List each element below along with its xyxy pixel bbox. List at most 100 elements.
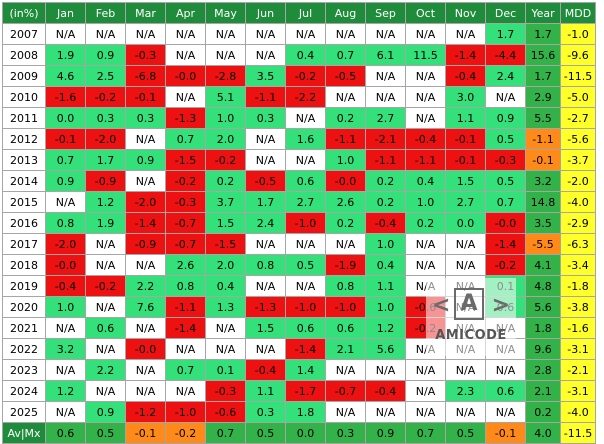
table-cell: -1.3 — [165, 107, 206, 129]
table-cell: -2.0 — [125, 191, 166, 213]
table-cell: 1.8 — [285, 401, 326, 423]
corner-header: (in%) — [2, 2, 46, 24]
table-cell: N/A — [405, 23, 446, 45]
table-cell: 14.8 — [525, 191, 561, 213]
table-cell: N/A — [245, 233, 286, 255]
table-cell: 0.7 — [45, 149, 86, 171]
table-cell: N/A — [205, 44, 246, 66]
table-row: 2008 1.9 0.9 -0.3 N/A N/A N/A 0.4 0.7 6.1 11.5 -1.4… — [2, 44, 596, 66]
table-cell: -0.2 — [205, 149, 246, 171]
table-cell: 0.0 — [45, 107, 86, 129]
table-cell: 2.7 — [445, 191, 486, 213]
table-cell: 0.5 — [485, 128, 526, 150]
table-cell: N/A — [325, 23, 366, 45]
table-cell: 2.6 — [325, 191, 366, 213]
table-cell: N/A — [125, 254, 166, 276]
table-cell: -0.6 — [405, 296, 446, 318]
table-cell: 1.7 — [245, 191, 286, 213]
row-label: 2020 — [2, 296, 46, 318]
table-cell: 0.9 — [85, 44, 126, 66]
table-cell: -1.2 — [125, 401, 166, 423]
row-label: 2011 — [2, 107, 46, 129]
table-cell: N/A — [445, 275, 486, 297]
table-cell: 0.6 — [285, 170, 326, 192]
table-cell: -1.4 — [285, 338, 326, 360]
table-cell: N/A — [85, 23, 126, 45]
table-cell: -0.1 — [525, 149, 561, 171]
table-cell: 2.5 — [85, 65, 126, 87]
table-cell: -2.8 — [205, 65, 246, 87]
table-cell: 0.2 — [365, 170, 406, 192]
table-row: 2025 N/A 0.9 -1.2 -1.0 -0.6 0.3 1.8 N/A N/A N/A N/A… — [2, 401, 596, 423]
table-cell: 0.7 — [205, 422, 246, 444]
table-cell: 0.6 — [485, 380, 526, 402]
table-cell: -0.4 — [405, 128, 446, 150]
table-cell: N/A — [125, 359, 166, 381]
table-row: 2012 -0.1 -2.0 N/A 0.7 2.0 N/A 1.6 -1.1 -2.1 -0.4-… — [2, 128, 596, 150]
table-cell: 1.0 — [405, 191, 446, 213]
column-header-oct: Oct — [405, 2, 446, 24]
table-cell: 0.0 — [285, 422, 326, 444]
table-cell: N/A — [45, 359, 86, 381]
table-cell: 1.0 — [365, 233, 406, 255]
table-cell: -2.0 — [560, 170, 596, 192]
table-row: 2017 -2.0 N/A -0.9 -0.7 -1.5 N/A N/A N/A 1.0 N/A N/… — [2, 233, 596, 255]
table-cell: 2.3 — [445, 380, 486, 402]
row-label: 2009 — [2, 65, 46, 87]
table-cell: N/A — [445, 23, 486, 45]
row-label: 2012 — [2, 128, 46, 150]
table-cell: N/A — [245, 338, 286, 360]
table-cell: 0.6 — [85, 317, 126, 339]
table-row: 2010 -1.6 -0.2 -0.1 N/A 5.1 -1.1 -2.2 N/A N/A N/A 3… — [2, 86, 596, 108]
table-cell: N/A — [205, 23, 246, 45]
table-row: 2007 N/A N/A N/A N/A N/A N/A N/A N/A N/A N/A N/A 1.7… — [2, 23, 596, 45]
row-label: 2019 — [2, 275, 46, 297]
table-cell: 2.7 — [285, 191, 326, 213]
table-cell: 0.1 — [485, 275, 526, 297]
table-cell: 1.1 — [365, 275, 406, 297]
table-cell: N/A — [405, 254, 446, 276]
table-cell: N/A — [125, 128, 166, 150]
table-cell: -0.2 — [85, 275, 126, 297]
table-cell: -0.4 — [365, 380, 406, 402]
table-cell: N/A — [85, 380, 126, 402]
table-cell: N/A — [485, 317, 526, 339]
table-cell: 0.6 — [325, 317, 366, 339]
table-cell: 4.6 — [45, 65, 86, 87]
table-cell: -0.6 — [205, 401, 246, 423]
table-cell: N/A — [365, 401, 406, 423]
table-cell: 0.6 — [485, 296, 526, 318]
table-cell: 0.2 — [525, 401, 561, 423]
table-cell: 2.2 — [125, 275, 166, 297]
table-cell: -0.3 — [205, 380, 246, 402]
table-cell: N/A — [125, 317, 166, 339]
table-row: 2021 N/A 0.6 N/A -1.4 N/A 1.5 0.6 0.6 1.2 -0.2 N/A N… — [2, 317, 596, 339]
table-cell: N/A — [205, 338, 246, 360]
table-cell: 1.6 — [285, 128, 326, 150]
table-cell: -1.0 — [560, 23, 596, 45]
table-cell: -0.1 — [125, 86, 166, 108]
column-header-jun: Jun — [245, 2, 286, 24]
table-cell: 0.6 — [45, 422, 86, 444]
table-cell: N/A — [365, 23, 406, 45]
table-cell: N/A — [245, 23, 286, 45]
table-cell: -0.5 — [325, 65, 366, 87]
header-row: (in%) Jan Feb Mar Apr May Jun Jul Aug Se… — [2, 2, 596, 24]
table-cell: 0.7 — [165, 128, 206, 150]
table-cell: -2.2 — [285, 86, 326, 108]
row-label: 2016 — [2, 212, 46, 234]
table-row: 2014 0.9 -0.9 N/A -0.2 0.2 -0.5 0.6 -0.0 0.2 0.4 1.… — [2, 170, 596, 192]
table-cell: -6.8 — [125, 65, 166, 87]
table-cell: N/A — [405, 401, 446, 423]
table-cell: 0.7 — [485, 191, 526, 213]
table-cell: 0.2 — [325, 107, 366, 129]
table-cell: N/A — [325, 359, 366, 381]
table-cell: N/A — [85, 233, 126, 255]
row-label: 2014 — [2, 170, 46, 192]
table-cell: -1.4 — [165, 317, 206, 339]
table-cell: -0.2 — [165, 422, 206, 444]
table-cell: N/A — [365, 86, 406, 108]
table-cell: 3.5 — [245, 65, 286, 87]
table-cell: 1.7 — [525, 65, 561, 87]
table-cell: 0.4 — [285, 44, 326, 66]
